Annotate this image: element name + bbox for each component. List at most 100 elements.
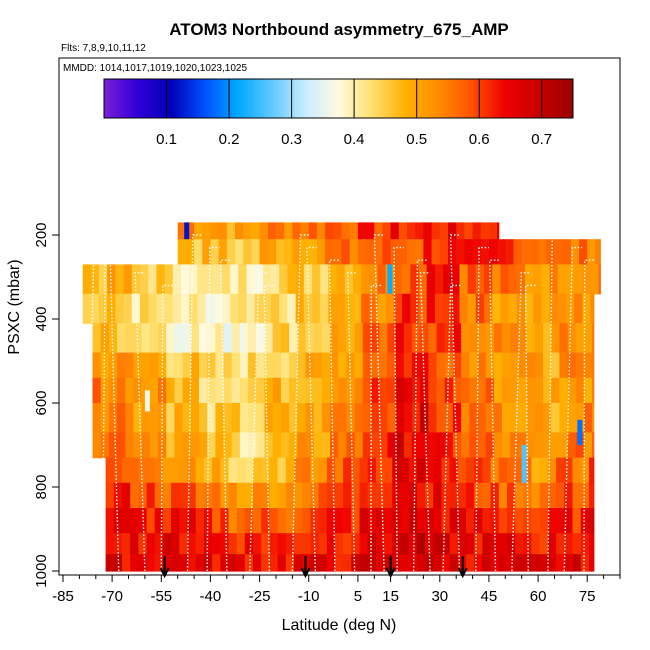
colorbar-segment <box>388 79 393 118</box>
colorbar-segment <box>419 79 424 118</box>
heat-cell <box>141 432 151 459</box>
heat-cell <box>485 403 495 433</box>
heat-cell <box>497 239 506 265</box>
colorbar-segment <box>307 79 311 118</box>
heat-cell <box>441 457 451 484</box>
heat-cell <box>523 457 533 484</box>
heat-cell <box>451 293 461 324</box>
colorbar-tick-label: 0.2 <box>219 131 240 148</box>
heat-cell <box>493 403 503 433</box>
heat-cell <box>190 377 200 404</box>
heat-cell <box>433 457 442 484</box>
flight-trace <box>206 246 220 572</box>
heat-cell <box>390 239 400 265</box>
colorbar-segment <box>229 79 233 118</box>
heat-cell <box>525 293 534 324</box>
heat-cell <box>538 239 547 265</box>
heat-cell <box>482 457 492 484</box>
heat-cell <box>444 403 454 433</box>
colorbar-segment <box>235 79 239 118</box>
heat-cell <box>410 264 420 295</box>
heat-cell <box>294 554 303 572</box>
heat-cell <box>305 377 315 404</box>
heat-cell <box>598 264 601 295</box>
heat-cell <box>92 323 102 354</box>
heat-cell <box>223 352 233 379</box>
colorbar-segment <box>210 79 214 118</box>
heat-cell <box>482 482 492 509</box>
flight-trace <box>393 246 404 572</box>
colorbar-segment <box>157 79 161 118</box>
heat-cell <box>523 482 533 509</box>
heat-cell <box>113 508 123 534</box>
colorbar-segment <box>135 79 139 118</box>
heat-cell <box>488 239 498 265</box>
heat-cell <box>162 533 172 555</box>
heat-cell <box>531 508 541 534</box>
colorbar-segment <box>454 79 458 118</box>
heat-cell <box>277 508 287 534</box>
flight-trace <box>449 234 461 572</box>
heat-cell <box>574 264 583 295</box>
heat-cell <box>362 323 372 354</box>
heat-cell <box>246 293 256 324</box>
heat-cell <box>108 403 118 433</box>
heat-cell <box>194 239 203 265</box>
heat-cell <box>318 457 328 484</box>
heat-cell <box>313 432 323 459</box>
colorbar-segment <box>304 79 308 118</box>
colorbar-segment <box>522 79 527 118</box>
heat-cell <box>418 293 428 324</box>
heat-cell <box>543 403 552 433</box>
heat-cell <box>215 352 225 379</box>
heat-cell <box>492 264 501 295</box>
heat-cell <box>256 432 266 459</box>
heat-cell <box>295 293 305 324</box>
arrow-head <box>300 567 311 579</box>
heat-cell <box>343 457 352 484</box>
heat-cell <box>393 293 403 324</box>
heat-cell <box>565 293 575 324</box>
colorbar-segment <box>244 79 249 118</box>
heat-cell <box>508 264 518 295</box>
heat-cell <box>131 264 141 295</box>
heat-cell <box>452 403 462 433</box>
heat-cell <box>256 352 266 379</box>
heat-cell <box>130 508 139 534</box>
heat-cell <box>474 508 483 534</box>
colorbar-segment <box>544 79 549 118</box>
heat-cell <box>122 482 131 509</box>
heat-cell <box>172 264 182 295</box>
heat-cell <box>559 352 569 379</box>
heat-cell <box>480 239 490 265</box>
heat-cell <box>189 264 198 295</box>
heat-cell <box>285 533 295 555</box>
heat-cell <box>543 432 552 459</box>
heat-cell <box>518 377 528 404</box>
colorbar-segment <box>291 79 296 118</box>
x-tick-label: 45 <box>481 588 498 605</box>
heat-cell <box>318 482 328 509</box>
heat-cell <box>264 403 274 433</box>
heat-cell <box>190 432 200 459</box>
heat-cell <box>195 533 205 555</box>
heat-cell <box>174 432 184 459</box>
heat-cell <box>130 533 139 555</box>
colorbar-segment <box>360 79 365 118</box>
heat-cell <box>359 482 369 509</box>
colorbar-segment <box>160 79 164 118</box>
colorbar-segment <box>282 79 286 118</box>
heat-cell <box>564 533 574 555</box>
heat-cell <box>220 508 230 534</box>
arrow-markers <box>159 556 468 579</box>
colorbar-segment <box>122 79 127 118</box>
x-tick-label: -40 <box>200 588 222 605</box>
colorbar-segment <box>351 79 355 118</box>
colorbar-segment <box>532 79 536 118</box>
heat-cell <box>82 264 92 295</box>
flight-trace <box>101 246 116 572</box>
heat-cell <box>428 323 438 354</box>
heat-cell <box>251 222 261 240</box>
heat-cell <box>261 482 270 509</box>
heat-cell <box>228 482 238 509</box>
